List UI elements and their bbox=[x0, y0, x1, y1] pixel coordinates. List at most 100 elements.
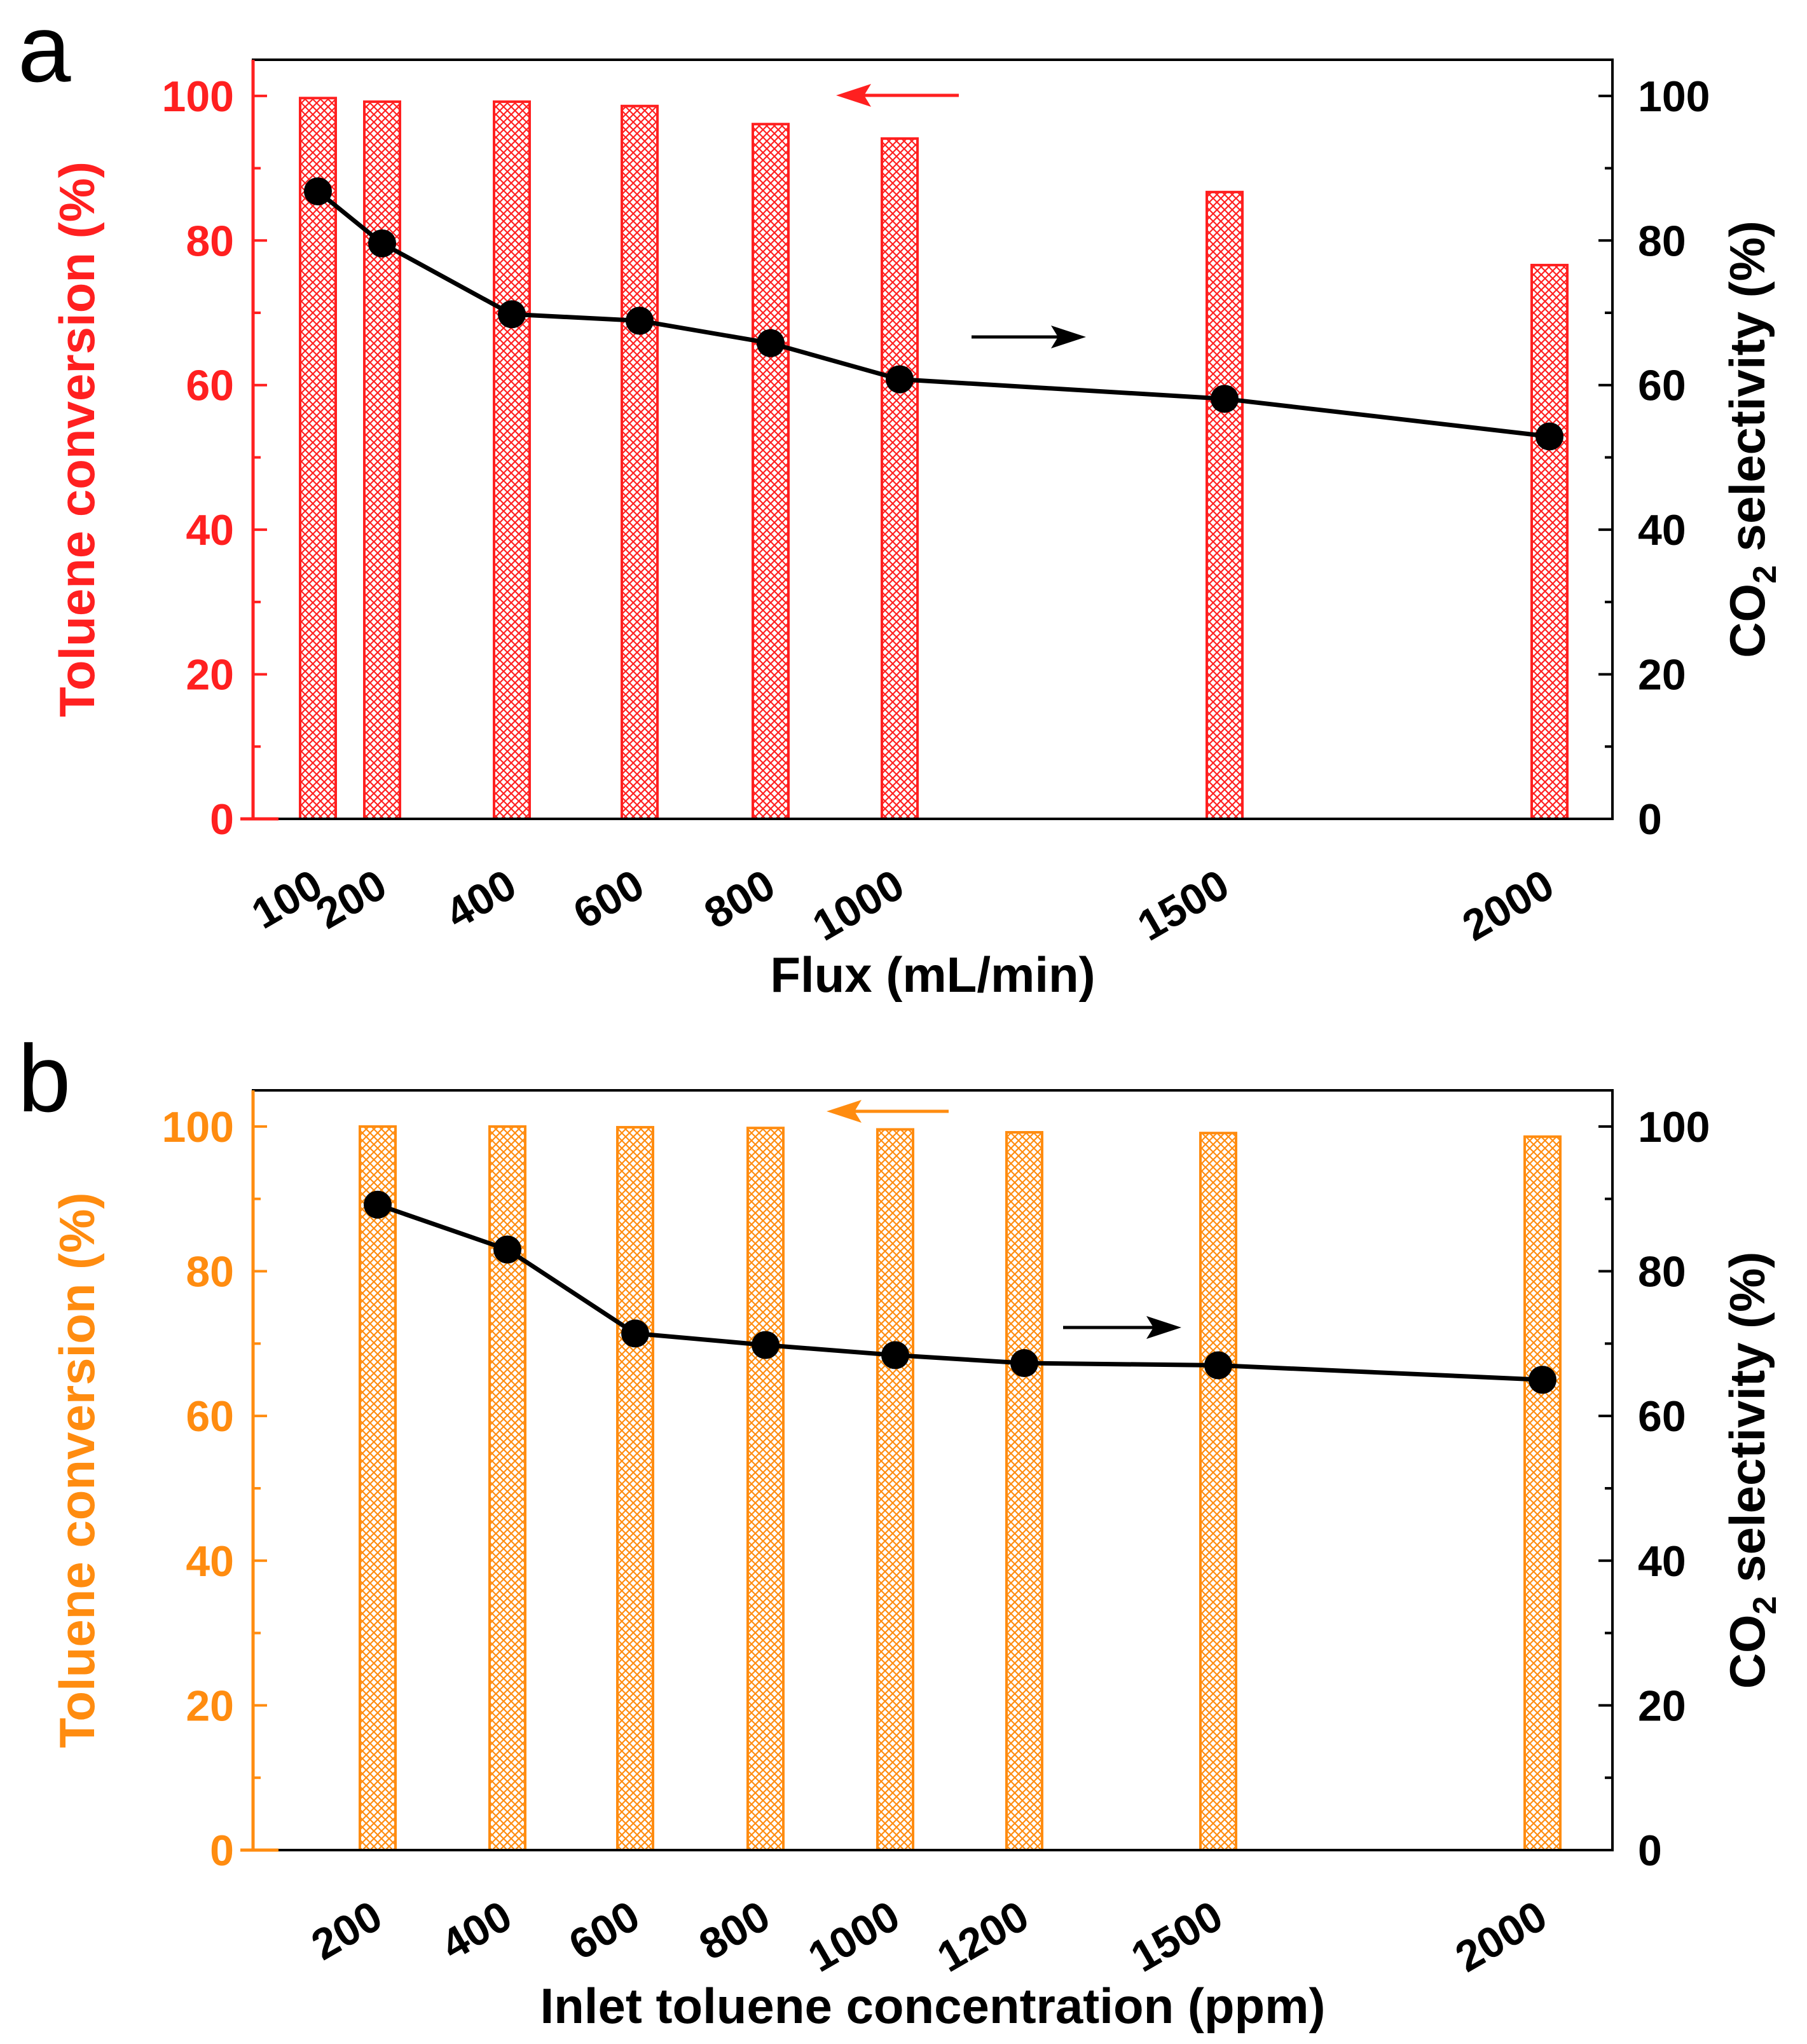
x-tick-label: 600 bbox=[561, 1891, 647, 1970]
bar bbox=[1199, 1132, 1237, 1851]
bar bbox=[1523, 1135, 1562, 1851]
selectivity-point bbox=[881, 1341, 909, 1369]
selectivity-point bbox=[364, 1190, 392, 1219]
x-tick-label: 1500 bbox=[1123, 1891, 1230, 1981]
left-axis-title: Toluene conversion (%) bbox=[49, 161, 105, 717]
right-tick-label: 40 bbox=[1638, 506, 1686, 554]
selectivity-point bbox=[1010, 1349, 1038, 1378]
x-tick-label: 2000 bbox=[1454, 860, 1562, 950]
plot-frame bbox=[252, 1089, 1614, 1851]
selectivity-point bbox=[498, 300, 526, 329]
bar bbox=[488, 1125, 526, 1851]
selectivity-point bbox=[493, 1235, 521, 1264]
plot-frame bbox=[252, 58, 1614, 820]
right-axis-title: CO2 selectivity (%) bbox=[1719, 1252, 1783, 1689]
bar bbox=[752, 123, 790, 821]
selectivity-line bbox=[376, 1202, 1543, 1382]
bar bbox=[1206, 191, 1244, 820]
right-axis-title-subscript: 2 bbox=[1747, 1596, 1783, 1614]
right-tick-label: 60 bbox=[1638, 362, 1686, 410]
bar bbox=[1005, 1131, 1043, 1851]
left-tick-label: 0 bbox=[210, 1827, 234, 1875]
left-axis-arrow-head bbox=[827, 1100, 862, 1123]
left-axis-arrow-head bbox=[836, 84, 871, 107]
right-axis-title-suffix: selectivity (%) bbox=[1719, 1252, 1775, 1596]
right-tick-label: 0 bbox=[1638, 795, 1662, 844]
bar bbox=[299, 97, 337, 821]
right-axis-title-prefix: CO bbox=[1719, 1614, 1775, 1689]
bar bbox=[359, 1125, 397, 1851]
right-axis-title-subscript: 2 bbox=[1747, 565, 1783, 584]
left-tick-label: 80 bbox=[186, 217, 234, 265]
right-axis-arrow-head bbox=[1146, 1316, 1181, 1339]
bar bbox=[746, 1127, 785, 1851]
x-tick-label: 1200 bbox=[929, 1891, 1036, 1981]
right-axis-title-prefix: CO bbox=[1719, 584, 1775, 658]
right-tick-label: 100 bbox=[1638, 1103, 1710, 1151]
selectivity-point bbox=[1536, 422, 1563, 451]
right-tick-label: 60 bbox=[1638, 1392, 1686, 1441]
x-tick-label: 200 bbox=[308, 860, 394, 938]
bar bbox=[621, 104, 659, 821]
right-axis-title: CO2 selectivity (%) bbox=[1719, 221, 1783, 658]
x-tick-label: 2000 bbox=[1447, 1891, 1555, 1981]
left-tick-label: 80 bbox=[186, 1248, 234, 1296]
x-axis-title: Inlet toluene concentration (ppm) bbox=[540, 1978, 1325, 2034]
x-tick-label: 200 bbox=[303, 1891, 390, 1970]
left-tick-label: 100 bbox=[162, 1103, 234, 1151]
bar bbox=[1530, 263, 1569, 821]
x-tick-label: 1000 bbox=[804, 860, 912, 950]
left-axis-title: Toluene conversion (%) bbox=[49, 1192, 105, 1748]
selectivity-point bbox=[626, 306, 654, 335]
left-tick-label: 40 bbox=[186, 506, 234, 554]
left-tick-label: 60 bbox=[186, 362, 234, 410]
left-axis-title-unit: (%) bbox=[49, 1192, 105, 1269]
x-axis-title: Flux (mL/min) bbox=[770, 947, 1095, 1003]
bar bbox=[493, 100, 531, 820]
right-tick-label: 80 bbox=[1638, 1248, 1686, 1296]
left-axis-title-main: Toluene conversion bbox=[49, 252, 105, 717]
selectivity-point bbox=[886, 365, 914, 394]
right-tick-label: 80 bbox=[1638, 217, 1686, 265]
x-tick-label: 1000 bbox=[800, 1891, 907, 1981]
left-tick-label: 60 bbox=[186, 1392, 234, 1441]
selectivity-point bbox=[1529, 1366, 1556, 1394]
selectivity-point bbox=[757, 329, 785, 357]
bar bbox=[876, 1128, 914, 1851]
x-tick-label: 400 bbox=[437, 860, 524, 938]
left-tick-label: 20 bbox=[186, 651, 234, 699]
left-tick-label: 100 bbox=[162, 72, 234, 121]
x-tick-label: 400 bbox=[433, 1891, 519, 1970]
selectivity-point bbox=[304, 177, 332, 205]
right-tick-label: 0 bbox=[1638, 1827, 1662, 1875]
bar bbox=[363, 100, 401, 820]
x-tick-label: 600 bbox=[565, 860, 652, 938]
selectivity-point bbox=[1211, 385, 1239, 413]
selectivity-point bbox=[368, 229, 396, 257]
right-tick-label: 20 bbox=[1638, 1682, 1686, 1730]
bar bbox=[616, 1126, 654, 1851]
left-tick-label: 20 bbox=[186, 1682, 234, 1730]
selectivity-point bbox=[1204, 1351, 1232, 1380]
x-tick-label: 800 bbox=[696, 860, 783, 938]
x-tick-label: 800 bbox=[691, 1891, 778, 1970]
left-tick-label: 0 bbox=[210, 795, 234, 844]
x-tick-label: 1500 bbox=[1129, 860, 1237, 950]
right-axis-arrow-head bbox=[1051, 326, 1086, 348]
right-axis-title-suffix: selectivity (%) bbox=[1719, 221, 1775, 565]
right-tick-label: 100 bbox=[1638, 72, 1710, 121]
left-tick-label: 40 bbox=[186, 1537, 234, 1586]
bar bbox=[881, 137, 919, 820]
selectivity-line bbox=[316, 189, 1550, 439]
selectivity-point bbox=[621, 1319, 649, 1348]
left-axis-title-unit: (%) bbox=[49, 161, 105, 238]
panel-letter: b bbox=[18, 1025, 71, 1132]
right-tick-label: 20 bbox=[1638, 651, 1686, 699]
panel-letter: a bbox=[18, 0, 71, 102]
selectivity-point bbox=[752, 1331, 780, 1359]
left-axis-title-main: Toluene conversion bbox=[49, 1283, 105, 1748]
right-tick-label: 40 bbox=[1638, 1537, 1686, 1586]
panel-b-chart: b 0 0 20 20 40 40 60 60 80 80 100 100 200 400 600 800 100… bbox=[18, 1025, 1783, 2034]
